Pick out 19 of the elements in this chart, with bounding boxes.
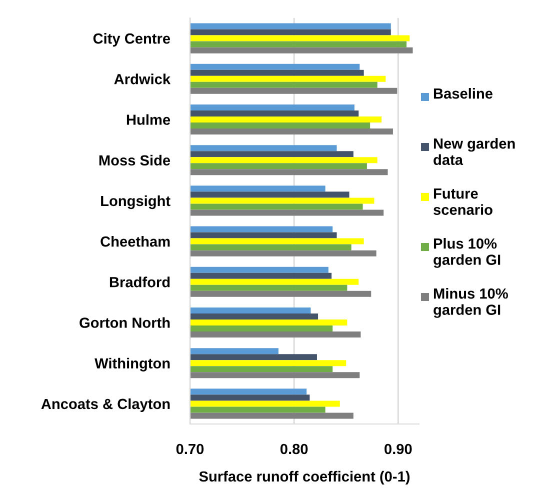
y-tick-label: Moss Side — [99, 154, 170, 166]
legend-label: Plus 10% garden GI — [434, 238, 500, 268]
legend-label: Baseline — [434, 88, 492, 99]
y-tick-label: Ancoats & Clayton — [41, 398, 170, 412]
x-tick-label: 0.70 — [176, 444, 204, 454]
x-tick-label: 0.90 — [384, 444, 412, 454]
y-tick-label: Gorton North — [80, 317, 170, 328]
y-tick-label: Cheetham — [100, 236, 170, 247]
y-tick-label: Withington — [94, 358, 170, 372]
y-tick-label: City Centre — [93, 33, 170, 47]
legend-label: Future scenario — [434, 188, 492, 215]
legend-label: New garden data — [434, 138, 515, 166]
y-tick-label: Ardwick — [114, 74, 171, 84]
x-axis-title: Surface runoff coefficient (0-1) — [199, 470, 410, 485]
legend-label: Minus 10% garden GI — [434, 288, 508, 318]
y-tick-label: Bradford — [110, 276, 170, 288]
y-tick-label: Hulme — [126, 114, 170, 125]
x-tick-label: 0.80 — [280, 444, 308, 454]
y-tick-label: Longsight — [101, 195, 170, 210]
